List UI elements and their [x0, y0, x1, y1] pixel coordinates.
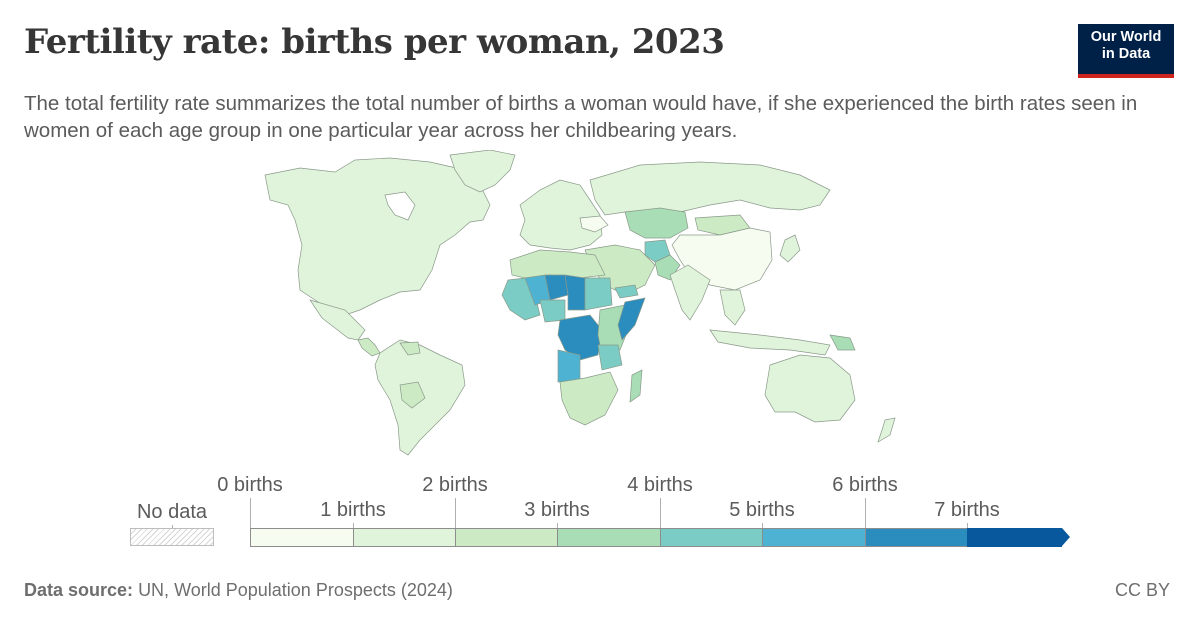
- region-somalia: [617, 297, 646, 341]
- color-legend: No data 0 births 2 births 4 births 6 bir…: [0, 465, 1200, 555]
- data-source: Data source: UN, World Population Prospe…: [24, 580, 453, 601]
- region-dr-congo: [557, 314, 603, 361]
- legend-tick-1: [353, 523, 354, 529]
- legend-tick-4: [660, 498, 661, 528]
- region-nigeria: [539, 299, 566, 323]
- legend-label-4: 4 births: [627, 474, 693, 496]
- region-ukraine: [579, 215, 609, 233]
- legend-label-7: 7 births: [934, 499, 1000, 521]
- legend-bin-3-4[interactable]: [557, 528, 660, 547]
- legend-tick-5: [762, 523, 763, 529]
- region-sudan: [584, 277, 613, 311]
- legend-tick-3: [557, 523, 558, 529]
- chart-subtitle: The total fertility rate summarizes the …: [24, 92, 1138, 142]
- hudson-bay: [384, 191, 416, 221]
- region-yemen: [614, 284, 639, 299]
- region-new-zealand: [877, 417, 896, 443]
- region-australia: [764, 354, 856, 423]
- legend-label-0: 0 births: [217, 474, 283, 496]
- region-angola: [557, 349, 581, 383]
- region-india: [669, 264, 711, 321]
- region-greenland: [449, 150, 516, 193]
- region-papua-new-guinea: [829, 334, 856, 351]
- legend-bin-7-plus[interactable]: [967, 528, 1062, 547]
- owid-logo[interactable]: Our World in Data: [1078, 24, 1174, 78]
- region-russia: [589, 161, 831, 216]
- region-japan: [779, 234, 801, 263]
- region-southeast-asia: [719, 289, 746, 326]
- legend-bin-4-5[interactable]: [660, 528, 762, 547]
- region-southern-africa: [559, 371, 619, 426]
- logo-line-2: in Data: [1101, 46, 1151, 62]
- region-tanzania: [597, 344, 623, 371]
- logo-line-1: Our World: [1090, 29, 1162, 45]
- world-map[interactable]: [240, 150, 960, 460]
- legend-bin-0-1[interactable]: [250, 528, 353, 547]
- legend-tick-0: [250, 498, 251, 528]
- legend-bin-2-3[interactable]: [455, 528, 557, 547]
- region-madagascar: [629, 369, 643, 403]
- legend-no-data-label: No data: [136, 501, 208, 523]
- legend-label-2: 2 births: [422, 474, 488, 496]
- chart-title: Fertility rate: births per woman, 2023: [24, 22, 725, 62]
- legend-arrow-icon: [1062, 528, 1070, 546]
- region-north-america: [264, 157, 491, 316]
- legend-label-6: 6 births: [832, 474, 898, 496]
- legend-tick-2: [455, 498, 456, 528]
- region-indonesia: [709, 329, 831, 356]
- region-central-america: [357, 337, 381, 357]
- legend-tick-6: [865, 498, 866, 528]
- legend-bin-6-7[interactable]: [865, 528, 967, 547]
- region-central-asia: [624, 207, 689, 239]
- data-source-value[interactable]: UN, World Population Prospects (2024): [138, 580, 453, 600]
- legend-label-5: 5 births: [729, 499, 795, 521]
- legend-label-3: 3 births: [524, 499, 590, 521]
- region-bolivia: [399, 381, 426, 409]
- region-venezuela: [399, 341, 421, 356]
- region-chad: [564, 274, 586, 311]
- license[interactable]: CC BY: [1114, 580, 1170, 600]
- logo-accent-bar: [1078, 74, 1174, 78]
- legend-label-1: 1 births: [320, 499, 386, 521]
- legend-no-data-swatch[interactable]: [130, 528, 214, 546]
- region-north-africa: [509, 249, 606, 279]
- data-source-label: Data source:: [24, 580, 134, 600]
- legend-tick-7: [967, 523, 968, 529]
- legend-bin-5-6[interactable]: [762, 528, 865, 547]
- region-europe: [519, 179, 603, 251]
- legend-bin-1-2[interactable]: [353, 528, 455, 547]
